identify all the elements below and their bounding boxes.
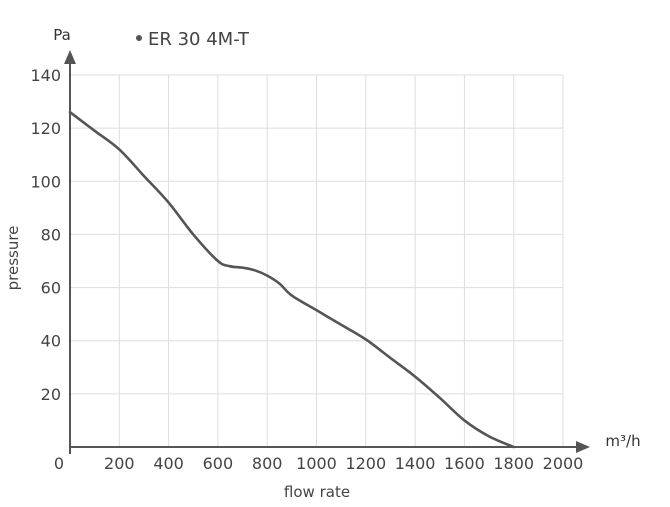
x-tick-label-0: 0 (54, 454, 64, 473)
x-tick-label-2000: 2000 (543, 454, 584, 473)
x-tick-label-1200: 1200 (345, 454, 386, 473)
axes (64, 50, 590, 454)
y-tick-label-100: 100 (30, 172, 61, 191)
series-lines (68, 110, 515, 449)
x-tick-label-1400: 1400 (395, 454, 436, 473)
x-tick-label-400: 400 (153, 454, 184, 473)
x-tick-label-200: 200 (104, 454, 135, 473)
tick-labels: 0 200 400 600 800 1000 1200 1400 1600 1800 2000 20 4… (30, 66, 583, 473)
y-axis-title: pressure (4, 226, 22, 291)
x-tick-label-1600: 1600 (444, 454, 485, 473)
y-tick-label-20: 20 (41, 385, 61, 404)
series-line-0 (68, 110, 515, 449)
y-tick-label-80: 80 (41, 225, 61, 244)
x-tick-label-600: 600 (203, 454, 234, 473)
x-axis-unit: m³/h (605, 432, 640, 450)
legend-label: ER 30 4M-T (148, 29, 250, 50)
y-axis-unit: Pa (53, 26, 71, 44)
y-tick-label-60: 60 (41, 279, 61, 298)
y-tick-label-40: 40 (41, 332, 61, 351)
x-axis-arrow (576, 441, 590, 453)
x-tick-label-800: 800 (252, 454, 283, 473)
y-axis-arrow (64, 50, 76, 64)
legend-bullet (136, 35, 142, 41)
x-tick-label-1000: 1000 (296, 454, 337, 473)
grid (70, 74, 564, 447)
y-tick-label-120: 120 (30, 119, 61, 138)
x-axis-title: flow rate (284, 483, 350, 501)
legend: ER 30 4M-T (136, 29, 250, 50)
y-tick-label-140: 140 (30, 66, 61, 85)
x-tick-label-1800: 1800 (493, 454, 534, 473)
